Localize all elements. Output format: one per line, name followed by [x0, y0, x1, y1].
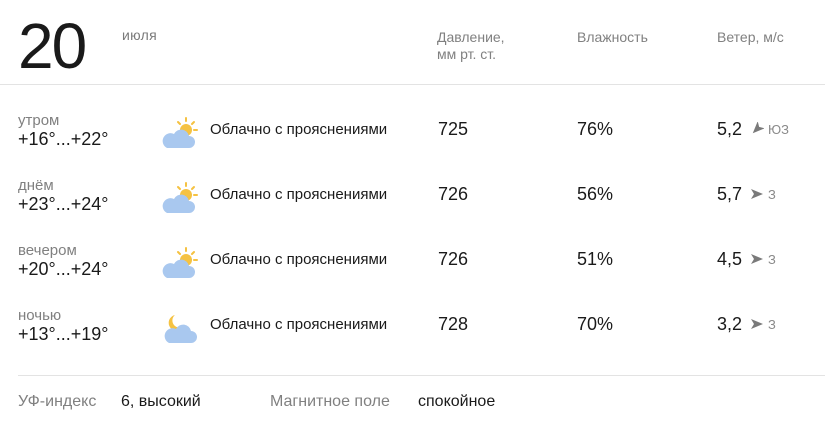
pressure-value: 726 — [438, 249, 469, 269]
forecast-row-evening: вечером +20°...+24° Облачно с прояснения… — [0, 242, 825, 302]
forecast-row-morning: утром +16°...+22° Облачно с прояснениями… — [0, 112, 825, 172]
temperature-range: +13°...+19° — [18, 324, 109, 344]
partly-cloudy-day-icon — [162, 182, 198, 213]
wind-direction-arrow-icon — [751, 189, 763, 199]
wind-speed-value: 5,2 — [717, 119, 743, 139]
magnetic-field-value: спокойное — [418, 393, 496, 410]
temperature-range: +16°...+22° — [18, 129, 109, 149]
humidity-value: 56% — [577, 184, 614, 204]
pressure-value: 726 — [438, 184, 469, 204]
day-part-label: ночью — [18, 307, 62, 324]
weather-condition: Облачно с прояснениями — [210, 186, 388, 203]
pressure-value: 725 — [438, 119, 469, 139]
humidity-column-header: Влажность — [577, 29, 648, 45]
footer-divider — [18, 375, 825, 376]
wind-direction-label: З — [768, 187, 776, 202]
weather-condition: Облачно с прояснениями — [210, 251, 388, 268]
forecast-row-night: ночью +13°...+19° Облачно с прояснениями… — [0, 307, 825, 367]
pressure-header-line2: мм рт. ст. — [437, 46, 497, 62]
wind-direction-label: З — [768, 252, 776, 267]
temperature-range: +20°...+24° — [18, 259, 109, 279]
forecast-row-day: днём +23°...+24° Облачно с прояснениями … — [0, 177, 825, 237]
wind-column-header: Ветер, м/с — [717, 29, 784, 45]
month-label: июля — [122, 27, 157, 43]
partly-cloudy-night-icon — [164, 315, 197, 343]
partly-cloudy-day-icon — [162, 117, 198, 148]
pressure-value: 728 — [438, 314, 469, 334]
wind-speed-value: 4,5 — [717, 249, 743, 269]
magnetic-field-label: Магнитное поле — [270, 393, 390, 410]
wind-direction-label: З — [768, 317, 776, 332]
partly-cloudy-day-icon — [162, 247, 198, 278]
temperature-range: +23°...+24° — [18, 194, 109, 214]
humidity-value: 70% — [577, 314, 614, 334]
pressure-header-line1: Давление, — [437, 29, 505, 45]
weather-condition: Облачно с прояснениями — [210, 121, 388, 138]
day-part-label: утром — [18, 112, 60, 129]
wind-direction-label: ЮЗ — [768, 122, 789, 137]
wind-direction-arrow-icon — [751, 319, 763, 329]
wind-direction-arrow-icon — [752, 122, 764, 134]
weather-condition: Облачно с прояснениями — [210, 316, 388, 333]
wind-speed-value: 3,2 — [717, 314, 743, 334]
wind-speed-value: 5,7 — [717, 184, 743, 204]
uv-index-value: 6, высокий — [121, 393, 201, 410]
humidity-value: 76% — [577, 119, 614, 139]
humidity-value: 51% — [577, 249, 614, 269]
forecast-header: 20 июля Давление, мм рт. ст. Влажность В… — [0, 0, 825, 85]
day-part-label: днём — [18, 177, 54, 194]
pressure-column-header: Давление, мм рт. ст. — [437, 29, 505, 63]
wind-direction-arrow-icon — [751, 254, 763, 264]
day-number: 20 — [18, 10, 87, 82]
day-part-label: вечером — [18, 242, 77, 259]
uv-index-label: УФ-индекс — [18, 393, 97, 410]
